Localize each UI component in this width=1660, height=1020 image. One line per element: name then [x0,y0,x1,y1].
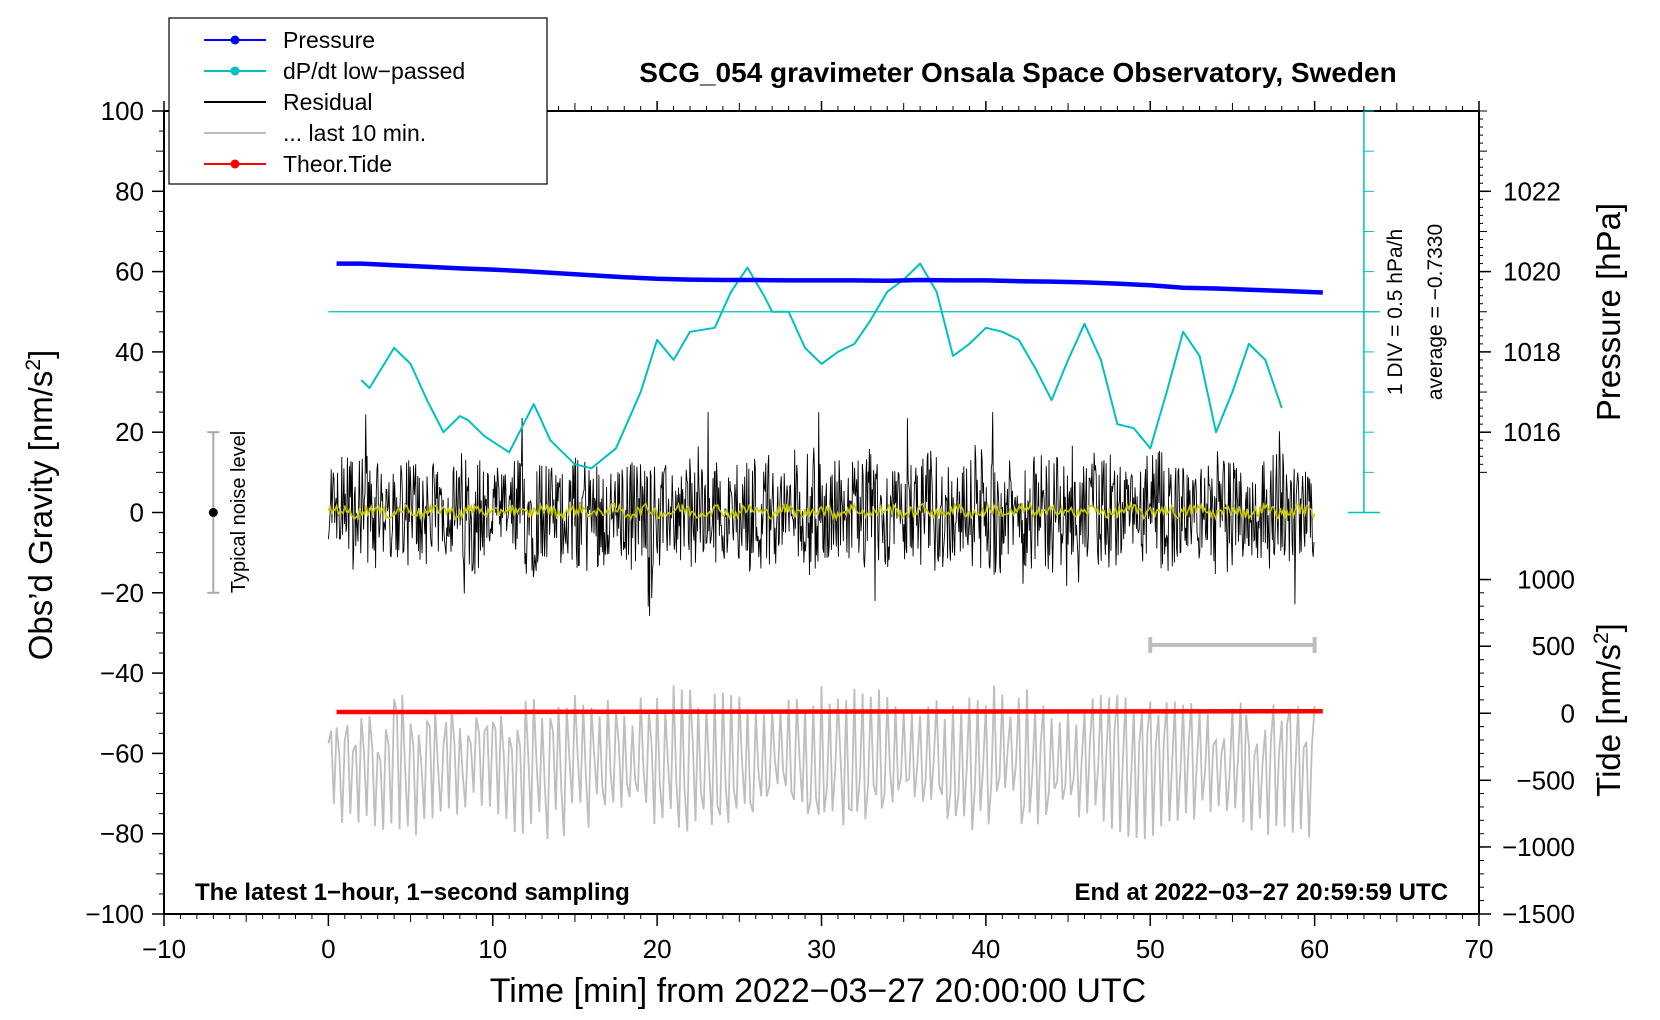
noise-level-label: Typical noise level [228,431,250,593]
y-axis-label-pressure: Pressure [hPa] [1590,203,1627,421]
legend-label: Residual [283,89,373,115]
x-tick-label: 10 [478,934,507,964]
y-axis-label-left-tail: ] [22,350,59,359]
x-tick-label: 40 [971,934,1000,964]
tide-tick-label: 0 [1561,698,1575,728]
y-tick-label: 100 [101,96,144,126]
y-tick-label: −80 [100,819,144,849]
residual-line [327,412,1315,617]
grid-and-axes: −10 0 10 20 30 40 50 60 70−100−80−60−40−20020406… [85,96,1575,964]
y-tick-label: 0 [130,498,144,528]
last-10-min-line [327,685,1316,840]
x-axis-label: Time [min] from 2022−03−27 20:00:00 UTC [490,972,1146,1010]
residual-smoothed-line [327,501,1316,522]
pressure-line [336,261,1323,295]
annotation-bottom-left: The latest 1−hour, 1−second sampling [195,879,630,906]
y-tick-label: −100 [85,899,144,929]
y-axis-label-tide-tail: ] [1590,623,1627,632]
y-axis-label-left-sup: 2 [22,359,45,371]
y-tick-label: 40 [115,337,144,367]
tide-tick-label: 500 [1532,631,1575,661]
y-axis-label-tide: Tide [nm/s2] [1590,623,1627,797]
x-tick-label: 60 [1300,934,1329,964]
dpdt-average-label: average = −0.7330 [1424,224,1447,400]
y-axis-label-left: Obs’d Gravity [nm/s2] [22,350,59,661]
legend-label: Theor.Tide [283,151,392,177]
pressure-tick-label: 1020 [1503,257,1561,287]
noise-bar-dot [208,508,218,517]
series-layer [327,261,1323,840]
y-tick-label: −60 [100,738,144,768]
tide-tick-label: −500 [1516,765,1575,795]
x-tick-label: 70 [1465,934,1494,964]
tide-tick-label: −1000 [1502,832,1575,862]
x-tick-label: 20 [643,934,672,964]
tide-line [336,708,1323,715]
pressure-tick-label: 1022 [1503,176,1561,206]
dpdt-line [360,262,1283,470]
y-axis-label-left-main: Obs’d Gravity [nm/s [22,371,59,661]
dpdt-scale-label: 1 DIV = 0.5 hPa/h [1384,229,1407,395]
tide-tick-label: 1000 [1517,565,1575,595]
legend: Pressure dP/dt low−passed Residual ... last… [168,17,548,185]
chart-title: SCG_054 gravimeter Onsala Space Observat… [639,57,1396,88]
x-tick-label: 0 [321,934,335,964]
y-tick-label: 60 [115,257,144,287]
pressure-tick-label: 1018 [1503,337,1561,367]
y-axis-label-tide-main: Tide [nm/s [1590,644,1627,797]
x-tick-label: −10 [142,934,186,964]
legend-marker [230,159,240,169]
decorations [207,110,1380,653]
legend-label: Pressure [283,27,375,53]
x-tick-label: 30 [807,934,836,964]
legend-label: ... last 10 min. [283,120,426,146]
legend-marker [230,66,240,76]
legend-label: dP/dt low−passed [283,58,465,84]
x-tick-label: 50 [1136,934,1165,964]
pressure-tick-label: 1016 [1503,417,1561,447]
y-tick-label: −20 [100,578,144,608]
y-axis-label-tide-sup: 2 [1590,632,1613,644]
tide-tick-label: −1500 [1502,899,1575,929]
legend-marker [230,35,240,45]
annotation-bottom-right: End at 2022−03−27 20:59:59 UTC [1074,879,1448,906]
y-tick-label: 20 [115,417,144,447]
y-tick-label: −40 [100,658,144,688]
y-tick-label: 80 [115,176,144,206]
